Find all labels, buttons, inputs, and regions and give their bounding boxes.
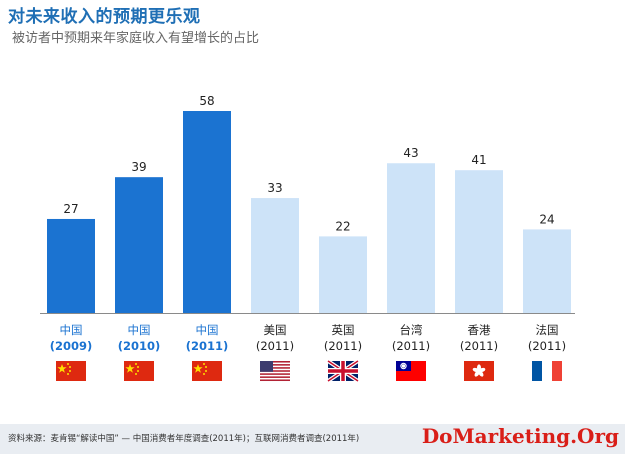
category-label: 台湾 — [400, 323, 423, 337]
category-year-label: (2009) — [50, 339, 93, 353]
bar-value-label: 58 — [199, 94, 214, 108]
source-note: 资料来源：麦肯锡“解读中国” — 中国消费者年度调查(2011年)；互联网消费者… — [8, 434, 360, 444]
china-flag-icon — [192, 361, 222, 381]
bar — [455, 170, 503, 313]
brand-logo: DoMarketing.Org — [421, 424, 619, 448]
uk-flag-icon — [326, 359, 360, 383]
bar — [319, 236, 367, 313]
taiwan-flag-icon — [396, 361, 426, 381]
china-flag-icon — [124, 361, 154, 381]
hongkong-flag-icon — [464, 361, 494, 381]
bar-value-label: 27 — [63, 202, 78, 216]
bar-value-label: 22 — [335, 219, 350, 233]
page-title: 对未来收入的预期更乐观 — [8, 7, 201, 27]
category-label: 中国 — [60, 323, 83, 337]
bar — [523, 229, 571, 313]
bar-value-label: 33 — [267, 181, 282, 195]
bar — [387, 163, 435, 313]
bar-value-label: 41 — [471, 153, 486, 167]
category-year-label: (2011) — [186, 339, 229, 353]
category-year-label: (2011) — [324, 339, 362, 353]
france-flag-icon — [532, 361, 562, 381]
usa-flag-icon — [260, 361, 290, 382]
chart-subtitle: 被访者中预期来年家庭收入有望增长的占比 — [12, 31, 260, 46]
category-year-label: (2011) — [256, 339, 294, 353]
footer-bar: 资料来源：麦肯锡“解读中国” — 中国消费者年度调查(2011年)；互联网消费者… — [0, 424, 625, 454]
bar — [251, 198, 299, 313]
category-label: 美国 — [264, 323, 287, 337]
category-year-label: (2011) — [392, 339, 430, 353]
bar-value-label: 43 — [403, 146, 418, 160]
category-label: 英国 — [332, 323, 355, 337]
category-label: 中国 — [196, 323, 219, 337]
bar — [115, 177, 163, 313]
china-flag-icon — [56, 361, 86, 381]
bar-chart: 27 中国 (2009) 39 中国 (2010) 58 中国 (2011) 33 美国 (2011)… — [40, 94, 575, 383]
bar — [47, 218, 95, 313]
bar-value-label: 39 — [131, 160, 146, 174]
bar — [183, 111, 231, 313]
bar-value-label: 24 — [539, 212, 554, 226]
category-year-label: (2011) — [460, 339, 498, 353]
category-label: 中国 — [128, 323, 151, 337]
category-label: 法国 — [536, 323, 559, 337]
category-label: 香港 — [468, 323, 491, 337]
category-year-label: (2011) — [528, 339, 566, 353]
category-year-label: (2010) — [118, 339, 161, 353]
